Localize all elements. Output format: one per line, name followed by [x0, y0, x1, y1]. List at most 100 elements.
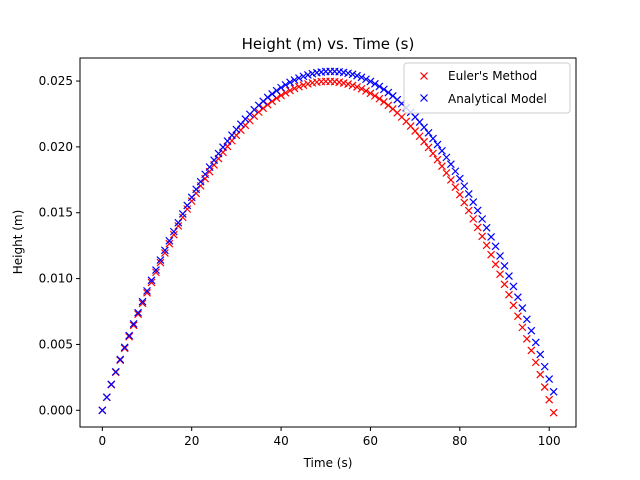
data-point	[111, 367, 120, 376]
data-point	[505, 272, 513, 280]
data-point	[147, 276, 156, 285]
data-point	[268, 90, 277, 98]
data-point	[545, 375, 554, 384]
data-point	[183, 201, 192, 210]
data-point	[540, 383, 549, 391]
data-point	[366, 89, 375, 98]
data-point	[344, 80, 353, 89]
data-point	[536, 350, 545, 359]
x-axis-label: Time (s)	[303, 456, 353, 470]
data-point	[174, 218, 183, 227]
data-point	[303, 70, 312, 79]
series-analytical	[98, 67, 558, 415]
data-point	[295, 74, 303, 83]
data-point	[451, 183, 460, 192]
data-point	[98, 406, 107, 415]
data-point	[420, 123, 428, 132]
data-point	[214, 149, 223, 158]
data-point	[120, 344, 129, 353]
data-point	[478, 215, 487, 223]
data-point	[513, 293, 522, 302]
data-point	[143, 286, 151, 295]
data-point	[290, 76, 299, 85]
data-point	[174, 221, 183, 230]
data-point	[496, 270, 504, 279]
data-point	[201, 170, 210, 179]
data-point	[500, 280, 509, 289]
data-point	[348, 81, 357, 90]
data-point	[433, 155, 442, 164]
data-point	[473, 223, 482, 232]
data-point	[487, 233, 496, 241]
data-point	[415, 132, 424, 141]
data-point	[509, 301, 518, 310]
data-point	[277, 83, 286, 92]
data-point	[134, 310, 143, 319]
data-point	[531, 358, 540, 367]
data-point	[165, 236, 174, 245]
data-point	[143, 288, 151, 297]
data-point	[460, 198, 469, 207]
data-point	[120, 343, 129, 352]
data-point	[455, 174, 464, 183]
data-point	[375, 94, 384, 103]
data-point	[496, 252, 504, 260]
data-point	[357, 73, 366, 82]
data-point	[339, 79, 348, 87]
data-point	[348, 70, 357, 79]
legend-label-euler: Euler's Method	[448, 69, 537, 83]
data-point	[178, 210, 187, 218]
data-point	[464, 206, 473, 215]
legend-marker-analytical	[420, 94, 428, 102]
data-point	[464, 190, 473, 198]
series-euler	[98, 77, 558, 417]
data-point	[353, 83, 361, 91]
data-point	[196, 177, 205, 186]
data-point	[129, 321, 138, 330]
data-point	[102, 393, 111, 402]
data-point	[187, 193, 196, 202]
data-point	[138, 299, 147, 308]
data-point	[223, 137, 232, 145]
data-point	[370, 91, 379, 100]
data-point	[478, 232, 487, 241]
chart-title: Height (m) vs. Time (s)	[242, 35, 415, 53]
data-point	[362, 86, 370, 95]
data-point	[357, 84, 366, 93]
data-point	[263, 100, 272, 109]
data-point	[455, 190, 464, 199]
data-point	[125, 332, 134, 341]
data-point	[379, 85, 388, 94]
y-tick-label: 0.010	[39, 272, 73, 286]
data-point	[156, 258, 165, 267]
data-point	[169, 230, 178, 239]
data-point	[169, 227, 178, 236]
legend-label-analytical: Analytical Model	[448, 92, 547, 106]
legend: Euler's Method Analytical Model	[403, 62, 571, 114]
y-tick-label: 0.020	[39, 140, 73, 154]
data-point	[500, 261, 509, 270]
data-point	[469, 198, 478, 206]
data-point	[420, 137, 428, 146]
data-point	[295, 82, 303, 91]
data-point	[424, 143, 433, 152]
data-point	[138, 297, 147, 306]
y-axis-label: Height (m)	[11, 210, 25, 275]
data-point	[210, 156, 218, 165]
data-point	[545, 395, 554, 404]
data-point	[473, 206, 482, 215]
y-tick-label: 0.015	[39, 206, 73, 220]
data-point	[429, 149, 437, 158]
data-point	[299, 81, 308, 90]
data-point	[152, 266, 160, 275]
data-point	[107, 380, 116, 389]
y-tick-label: 0.000	[39, 403, 73, 417]
x-tick-label: 40	[273, 434, 288, 448]
axes-frame	[79, 57, 577, 428]
data-point	[518, 323, 527, 332]
data-point	[272, 86, 281, 95]
data-point	[433, 140, 442, 149]
data-point	[438, 162, 446, 171]
data-point	[522, 315, 531, 324]
data-point	[536, 370, 545, 379]
